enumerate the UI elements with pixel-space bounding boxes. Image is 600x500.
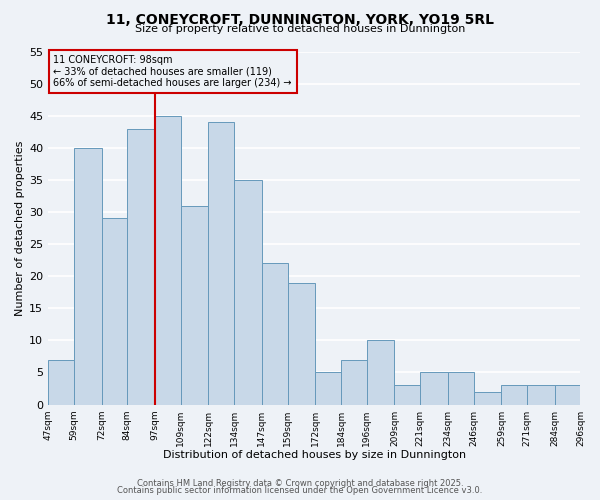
Text: Contains public sector information licensed under the Open Government Licence v3: Contains public sector information licen… bbox=[118, 486, 482, 495]
Bar bbox=[181, 206, 208, 404]
Bar bbox=[502, 386, 527, 404]
Bar bbox=[394, 386, 420, 404]
Bar bbox=[208, 122, 234, 405]
Bar bbox=[234, 180, 262, 404]
X-axis label: Distribution of detached houses by size in Dunnington: Distribution of detached houses by size … bbox=[163, 450, 466, 460]
Text: 11 CONEYCROFT: 98sqm
← 33% of detached houses are smaller (119)
66% of semi-deta: 11 CONEYCROFT: 98sqm ← 33% of detached h… bbox=[53, 55, 292, 88]
Bar bbox=[262, 264, 287, 404]
Bar bbox=[101, 218, 127, 404]
Bar bbox=[341, 360, 367, 405]
Bar bbox=[527, 386, 555, 404]
Bar bbox=[48, 360, 74, 405]
Bar bbox=[74, 148, 101, 405]
Text: Contains HM Land Registry data © Crown copyright and database right 2025.: Contains HM Land Registry data © Crown c… bbox=[137, 478, 463, 488]
Bar bbox=[287, 282, 316, 405]
Bar bbox=[127, 128, 155, 404]
Text: Size of property relative to detached houses in Dunnington: Size of property relative to detached ho… bbox=[135, 24, 465, 34]
Bar bbox=[420, 372, 448, 404]
Y-axis label: Number of detached properties: Number of detached properties bbox=[15, 140, 25, 316]
Bar bbox=[367, 340, 394, 404]
Text: 11, CONEYCROFT, DUNNINGTON, YORK, YO19 5RL: 11, CONEYCROFT, DUNNINGTON, YORK, YO19 5… bbox=[106, 12, 494, 26]
Bar bbox=[555, 386, 580, 404]
Bar bbox=[155, 116, 181, 405]
Bar bbox=[316, 372, 341, 404]
Bar bbox=[473, 392, 502, 404]
Bar bbox=[448, 372, 473, 404]
